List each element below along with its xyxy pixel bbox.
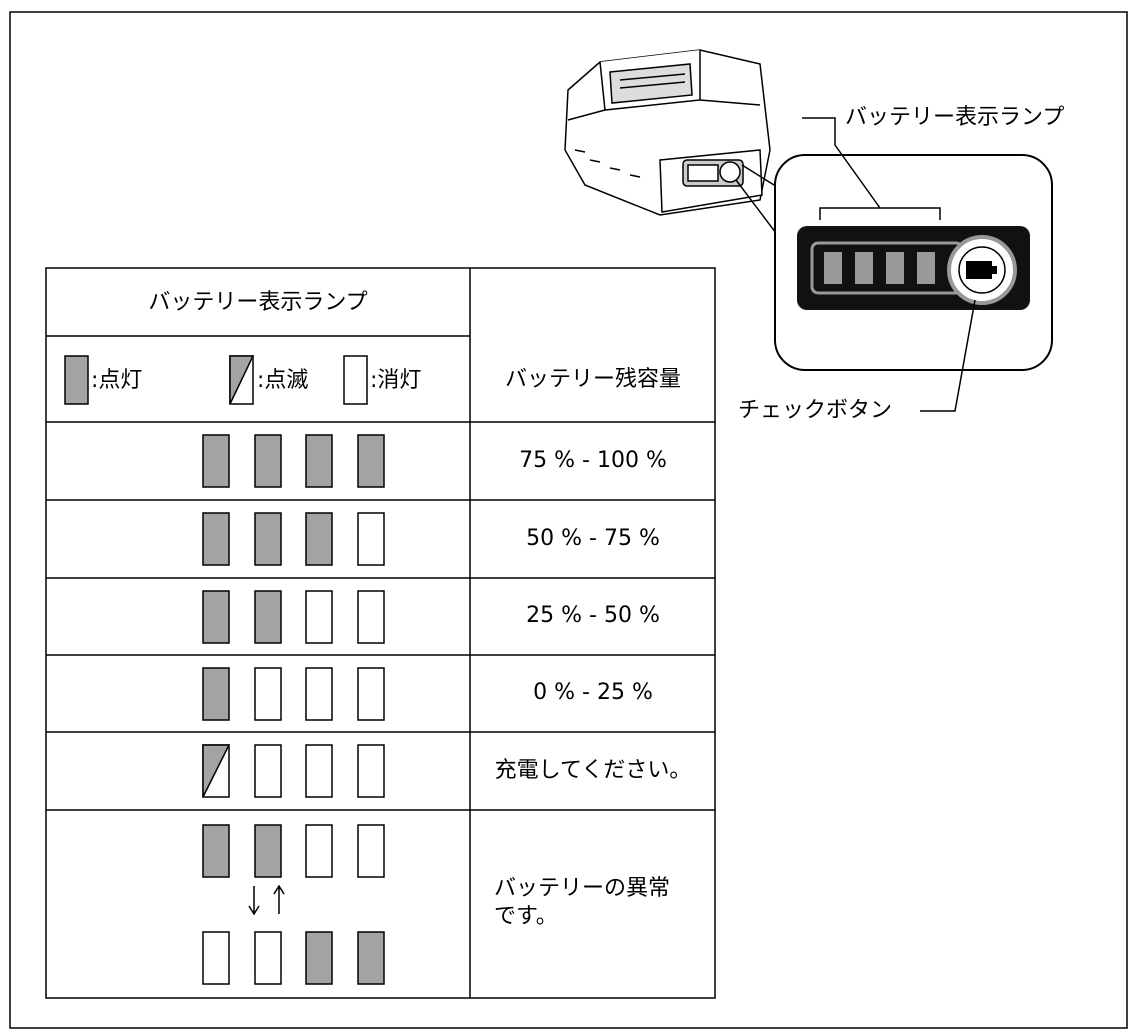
callout xyxy=(735,117,1053,412)
button-label: チェックボタン xyxy=(738,398,892,423)
lamp xyxy=(357,744,385,798)
swap-arrows xyxy=(248,884,285,916)
lamp xyxy=(305,512,333,566)
capacity-text: 25 % - 50 % xyxy=(526,603,660,628)
lamp-blink xyxy=(229,355,255,405)
lamp xyxy=(254,590,282,644)
lamp xyxy=(357,434,385,488)
lamp xyxy=(202,434,230,488)
lamp xyxy=(305,744,333,798)
lamp xyxy=(305,931,333,985)
capacity-text: バッテリーの異常 xyxy=(494,876,670,901)
lamp xyxy=(254,931,282,985)
lamp xyxy=(202,590,230,644)
lamp xyxy=(254,434,282,488)
lamp xyxy=(254,824,282,878)
table-grid xyxy=(45,267,716,999)
header-capacity: バッテリー残容量 xyxy=(505,367,681,392)
frame xyxy=(9,11,1128,1029)
lamp xyxy=(305,590,333,644)
lamp xyxy=(343,355,368,405)
lamp xyxy=(357,512,385,566)
lamp xyxy=(357,931,385,985)
capacity-text: 75 % - 100 % xyxy=(519,448,667,473)
battery-illustration xyxy=(564,49,771,216)
lamp xyxy=(202,512,230,566)
legend-blink: :点滅 xyxy=(257,368,308,393)
capacity-text: 0 % - 25 % xyxy=(533,680,653,705)
lamp xyxy=(254,744,282,798)
lamp xyxy=(254,667,282,721)
lamp-label: バッテリー表示ランプ xyxy=(845,105,1064,130)
lamp xyxy=(202,667,230,721)
lamp xyxy=(357,590,385,644)
header-lamp: バッテリー表示ランプ xyxy=(148,290,367,315)
lamp xyxy=(357,667,385,721)
lamp xyxy=(64,355,89,405)
lamp xyxy=(305,434,333,488)
lamp-blink xyxy=(202,744,231,798)
legend-off: :消灯 xyxy=(370,368,421,393)
lamp xyxy=(254,512,282,566)
capacity-text: 充電してください。 xyxy=(495,758,692,783)
capacity-text: です。 xyxy=(494,904,558,929)
lamp xyxy=(305,667,333,721)
lamp xyxy=(202,824,230,878)
legend-on: :点灯 xyxy=(91,368,142,393)
lamp xyxy=(357,824,385,878)
capacity-text: 50 % - 75 % xyxy=(526,526,660,551)
lamp xyxy=(202,931,230,985)
lamp xyxy=(305,824,333,878)
